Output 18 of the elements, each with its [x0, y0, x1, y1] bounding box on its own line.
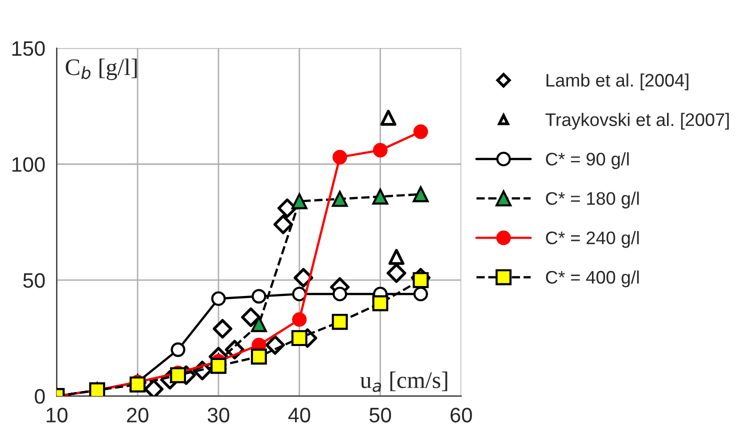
y-axis-title: C$_{b}$ [g/l] [66, 58, 137, 80]
y-tick-label: 100 [12, 157, 45, 172]
y-tick-label: 50 [23, 273, 45, 288]
y-tick-label: 150 [12, 41, 45, 56]
x-tick-label: 30 [208, 408, 230, 422]
x-tick-label: 40 [288, 408, 310, 422]
legend-label: Lamb et al. [2004] [546, 73, 688, 90]
legend-label: C* = 240 g/l [546, 231, 639, 248]
x-axis-title: u$_{a}$ [cm/s] [360, 372, 448, 392]
x-tick-label: 50 [370, 408, 392, 422]
x-tick-label: 20 [127, 408, 148, 422]
x-tick-label: 60 [450, 408, 472, 422]
x-tick-label: 10 [46, 408, 68, 422]
legend-label: Traykovski et al. [2007] [545, 112, 729, 130]
legend-label: C* = 90 g/l [546, 152, 629, 170]
legend-label: C* = 400 g/l [546, 270, 639, 288]
y-tick-label: 0 [34, 389, 45, 404]
legend-label: C* = 180 g/l [546, 192, 639, 208]
